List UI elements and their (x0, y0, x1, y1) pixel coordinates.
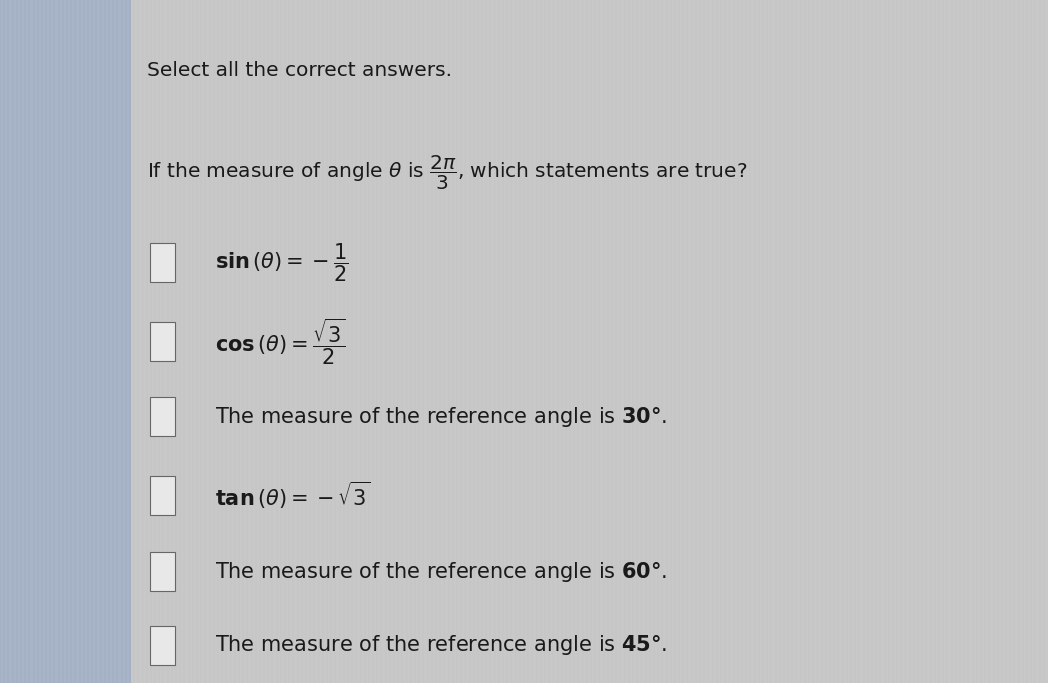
Text: $\mathbf{tan}\,(\theta) = -\sqrt{3}$: $\mathbf{tan}\,(\theta) = -\sqrt{3}$ (215, 479, 370, 511)
Text: The measure of the reference angle is $\mathbf{60°}$.: The measure of the reference angle is $\… (215, 559, 667, 584)
Text: If the measure of angle $\theta$ is $\dfrac{2\pi}{3}$, which statements are true: If the measure of angle $\theta$ is $\df… (147, 154, 747, 192)
Text: $\mathbf{cos}\,(\theta) = \dfrac{\sqrt{3}}{2}$: $\mathbf{cos}\,(\theta) = \dfrac{\sqrt{3… (215, 316, 345, 367)
Text: $\mathbf{sin}\,(\theta) = -\dfrac{1}{2}$: $\mathbf{sin}\,(\theta) = -\dfrac{1}{2}$ (215, 242, 348, 284)
FancyBboxPatch shape (150, 626, 175, 665)
Text: Select all the correct answers.: Select all the correct answers. (147, 61, 452, 81)
Text: The measure of the reference angle is $\mathbf{30°}$.: The measure of the reference angle is $\… (215, 404, 667, 429)
FancyBboxPatch shape (150, 398, 175, 436)
FancyBboxPatch shape (150, 552, 175, 591)
FancyBboxPatch shape (150, 243, 175, 283)
Bar (0, 0, 131, 683)
FancyBboxPatch shape (150, 322, 175, 361)
Text: The measure of the reference angle is $\mathbf{45°}$.: The measure of the reference angle is $\… (215, 633, 667, 658)
FancyBboxPatch shape (150, 475, 175, 515)
